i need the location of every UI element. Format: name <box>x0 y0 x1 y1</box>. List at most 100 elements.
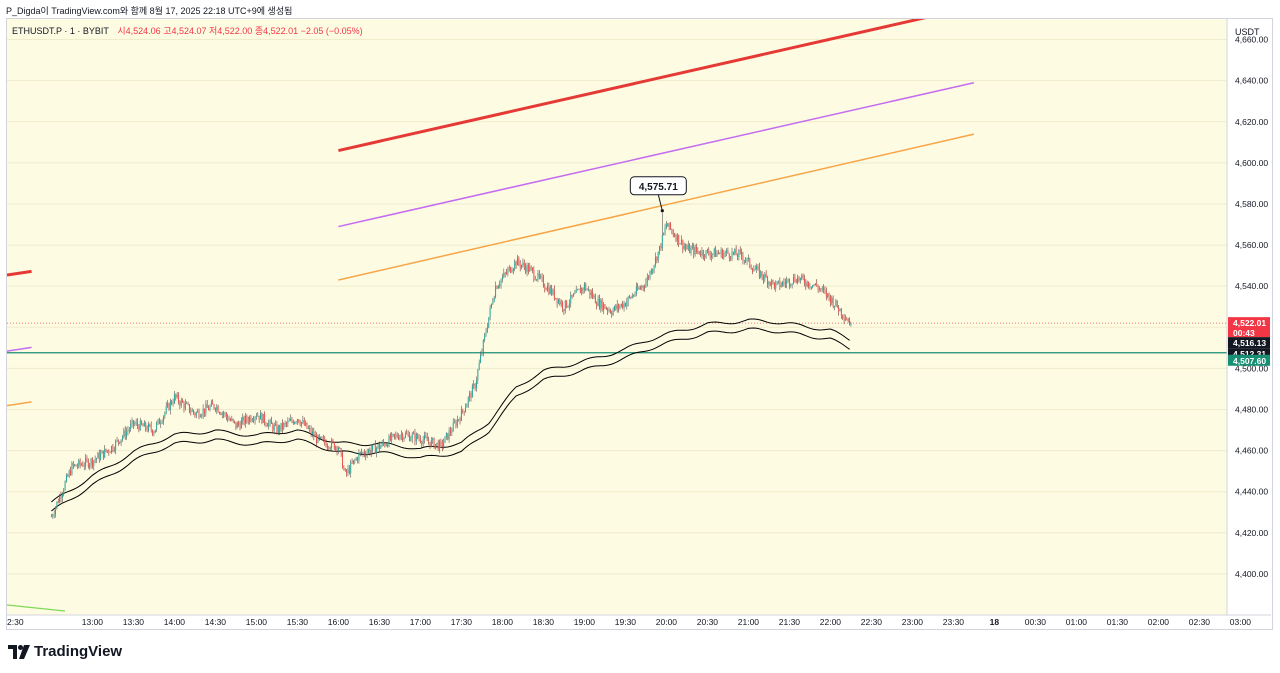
candle-body <box>173 394 175 403</box>
candle-body <box>61 493 63 498</box>
candle-body <box>846 318 848 321</box>
candle-body <box>850 323 852 325</box>
candle-body <box>489 307 491 318</box>
symbol-legend: ETHUSDT.P · 1 · BYBIT 시4,524.06 고4,524.0… <box>12 24 363 37</box>
candle-body <box>548 286 550 294</box>
callout-value: 4,575.71 <box>639 182 678 193</box>
candle-body <box>556 298 558 304</box>
candle-body <box>232 418 234 421</box>
candle-body <box>123 430 125 437</box>
candle-body <box>544 286 546 289</box>
candle-body <box>52 515 54 517</box>
candle-body <box>492 301 494 304</box>
candle-body <box>575 289 577 293</box>
time-tick-label: 00:30 <box>1025 617 1047 627</box>
candle-body <box>767 277 769 285</box>
candle-body <box>456 419 458 426</box>
time-tick-label: 23:30 <box>943 617 965 627</box>
red-trendline-stub <box>7 269 32 277</box>
candle-body <box>831 297 833 304</box>
time-tick-label: 22:00 <box>820 617 842 627</box>
orange-trendline[interactable] <box>338 133 975 281</box>
candle-body <box>388 435 390 447</box>
candle-body <box>695 247 697 251</box>
candle-body <box>784 282 786 284</box>
candle-body <box>488 317 490 328</box>
candle-body <box>638 287 640 290</box>
candle-body <box>622 303 624 308</box>
symbol-info[interactable]: ETHUSDT.P · 1 · BYBIT <box>12 26 109 36</box>
candle-body <box>183 402 185 409</box>
candle-body <box>653 265 655 270</box>
candle-body <box>422 439 424 444</box>
time-tick-label: 18:30 <box>533 617 555 627</box>
candle-body <box>82 464 84 467</box>
candle-body <box>238 422 240 425</box>
candle-body <box>633 295 635 297</box>
chart-panel[interactable]: 4,575.71 USDT 4,400.00 4,420.00 4,440.00 4,4… <box>6 18 1273 630</box>
envelope-upper-tag-bg <box>1228 337 1270 349</box>
trendlines[interactable] <box>7 19 975 612</box>
candle-body <box>454 422 456 423</box>
candle-body <box>398 437 400 440</box>
candle-body <box>94 459 96 461</box>
red-trendline[interactable] <box>338 19 974 152</box>
candle-body <box>333 442 335 450</box>
candle-body <box>50 516 52 518</box>
candle-body <box>644 287 646 288</box>
price-tick-label: 4,440.00 <box>1235 487 1268 497</box>
candle-body <box>828 293 830 297</box>
candle-body <box>496 285 498 289</box>
candle-body <box>582 288 584 290</box>
candle-body <box>716 252 718 257</box>
candle-body <box>713 248 715 254</box>
candle-body <box>577 289 579 291</box>
candle-body <box>216 406 218 410</box>
tradingview-icon <box>8 644 30 659</box>
candle-body <box>432 438 434 440</box>
candle-body <box>424 435 426 440</box>
candle-body <box>646 276 648 283</box>
candle-body <box>840 308 842 316</box>
candle-body <box>199 416 201 418</box>
price-axis[interactable]: USDT 4,400.00 4,420.00 4,440.00 4,460.00 4,48… <box>1226 19 1271 615</box>
candle-body <box>511 271 513 273</box>
candle-body <box>115 441 117 451</box>
candle-body <box>741 251 743 256</box>
candle-body <box>522 262 524 265</box>
candle-body <box>708 250 710 255</box>
time-tick-label: 16:30 <box>369 617 391 627</box>
candle-body <box>172 402 174 404</box>
envelope-upper <box>51 318 850 503</box>
candle-body <box>79 460 81 465</box>
price-chart-svg[interactable]: 4,575.71 USDT 4,400.00 4,420.00 4,440.00 4,4… <box>7 19 1272 629</box>
candle-body <box>533 269 535 279</box>
tradingview-logo[interactable]: TradingView <box>8 643 122 660</box>
candle-body <box>592 292 594 298</box>
time-axis[interactable]: 2:30 13:00 13:30 14:00 14:30 15:00 15:30 16:00 1… <box>7 614 1271 629</box>
ohlc-values: 시4,524.06 고4,524.07 저4,522.00 종4,522.01 … <box>117 26 363 36</box>
violet-trendline[interactable] <box>338 81 975 228</box>
candle-body <box>441 442 443 447</box>
candle-body <box>754 269 756 271</box>
candle-body <box>89 464 91 467</box>
candle-body <box>419 438 421 442</box>
candle-body <box>675 236 677 242</box>
candle-body <box>404 433 406 438</box>
candle-body <box>603 304 605 311</box>
candle-body <box>167 403 169 407</box>
candle-body <box>138 425 140 431</box>
callout-box[interactable] <box>629 176 687 196</box>
time-tick-label: 13:30 <box>123 617 145 627</box>
envelope-lower <box>51 327 850 512</box>
candle-body <box>139 420 141 431</box>
candle-body <box>779 280 781 287</box>
candle-body <box>471 385 473 398</box>
candle-body <box>329 447 331 449</box>
candle-body <box>516 257 518 266</box>
high-annotation[interactable]: 4,575.71 <box>629 176 687 213</box>
candle-body <box>672 231 674 236</box>
candle-body <box>452 422 454 432</box>
candle-body <box>608 310 610 311</box>
candle-body <box>769 281 771 286</box>
